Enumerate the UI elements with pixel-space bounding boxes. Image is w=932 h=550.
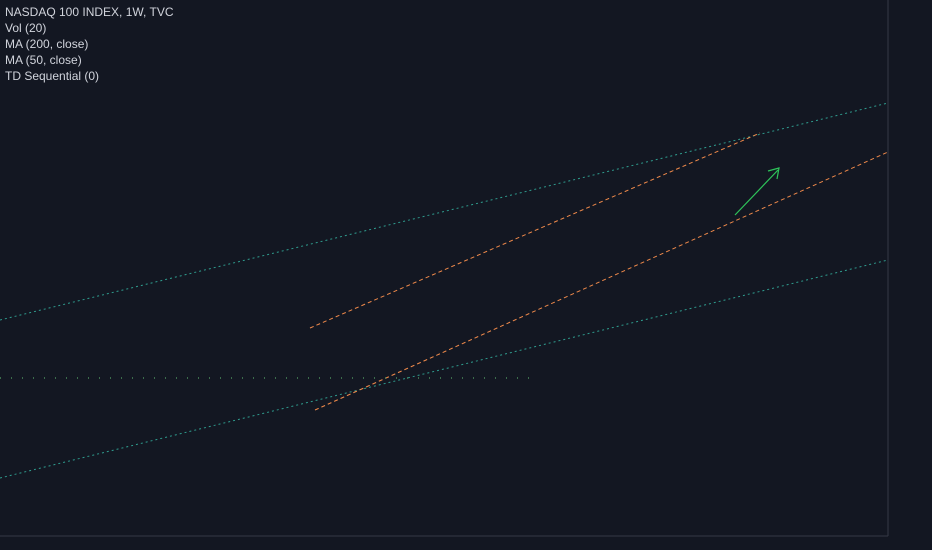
legend-title: NASDAQ 100 INDEX, 1W, TVC bbox=[5, 5, 174, 19]
legend-item: MA (200, close) bbox=[5, 37, 88, 51]
channel-upper bbox=[0, 102, 889, 321]
legend-item: MA (50, close) bbox=[5, 53, 82, 67]
channel-lower bbox=[0, 259, 889, 479]
price-axis bbox=[888, 0, 932, 550]
arrow-head bbox=[767, 167, 780, 180]
arrow-shaft bbox=[734, 169, 779, 216]
legend-item: Vol (20) bbox=[5, 21, 46, 35]
legend-item: TD Sequential (0) bbox=[5, 69, 99, 83]
orange-trend-upper bbox=[309, 132, 761, 329]
